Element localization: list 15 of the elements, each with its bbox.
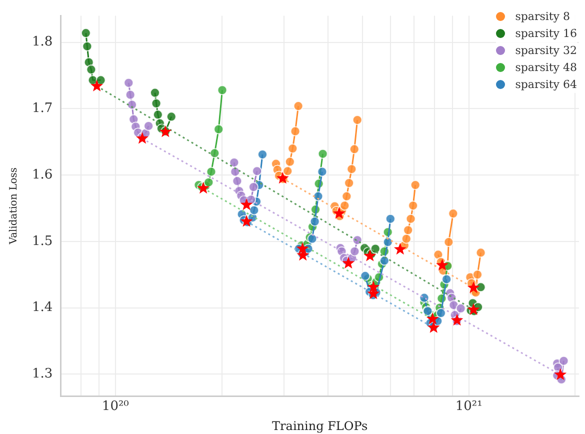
legend-label: sparsity 48 (515, 61, 577, 74)
x-axis-title: Training FLOPs (272, 418, 368, 433)
y-tick-label: 1.5 (32, 234, 53, 249)
y-axis-title: Validation Loss (8, 167, 20, 246)
legend-label: sparsity 8 (515, 10, 570, 23)
x-tick-label: 10²⁰ (102, 399, 129, 414)
legend-label: sparsity 64 (515, 78, 577, 91)
y-tick-label: 1.3 (32, 366, 53, 382)
legend-label: sparsity 16 (515, 27, 577, 40)
y-tick-label: 1.6 (32, 167, 53, 182)
y-tick-label: 1.8 (32, 34, 53, 50)
legend-label: sparsity 32 (515, 44, 577, 57)
y-tick-label: 1.4 (32, 300, 53, 316)
y-tick-label: 1.7 (32, 101, 53, 116)
x-tick-label: 10²¹ (455, 399, 482, 414)
